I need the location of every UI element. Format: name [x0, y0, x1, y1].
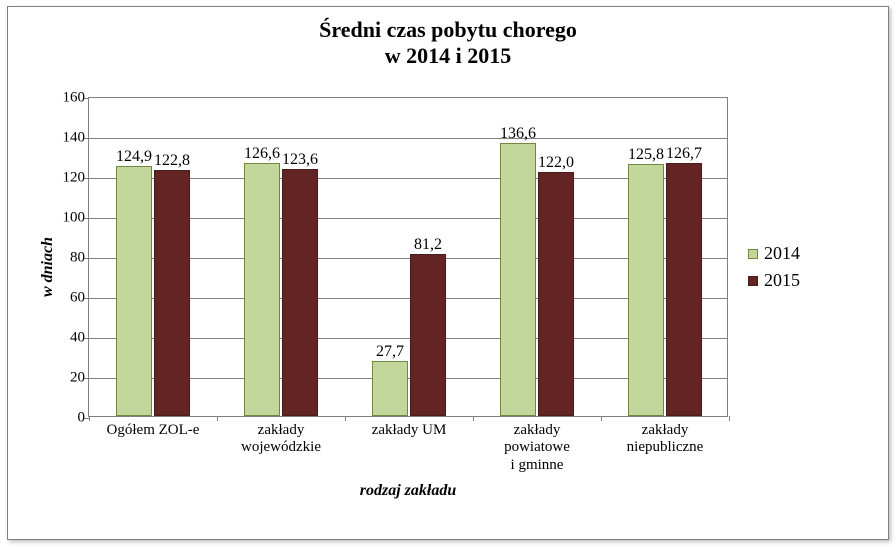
data-label: 27,7 — [376, 343, 404, 362]
plot-area: rodzaj zakładu 020406080100120140160Ogół… — [88, 97, 728, 417]
bar-2014: 125,8 — [628, 164, 664, 416]
x-tick-mark — [729, 416, 730, 421]
y-tick-label: 0 — [78, 410, 86, 427]
y-tick-label: 60 — [70, 290, 85, 307]
bar-2015: 123,6 — [282, 169, 318, 416]
bar-2014: 124,9 — [116, 166, 152, 416]
y-tick-label: 100 — [63, 210, 86, 227]
y-tick-label: 160 — [63, 90, 86, 107]
y-tick-label: 20 — [70, 370, 85, 387]
legend-swatch-icon — [748, 249, 758, 259]
data-label: 123,6 — [282, 151, 318, 170]
data-label: 136,6 — [500, 125, 536, 144]
x-axis-label: rodzaj zakładu — [89, 482, 727, 500]
bar-2015: 81,2 — [410, 254, 446, 416]
bar-2014: 136,6 — [500, 143, 536, 416]
data-label: 125,8 — [628, 146, 664, 165]
data-label: 122,8 — [154, 152, 190, 171]
y-tick-label: 80 — [70, 250, 85, 267]
y-tick-label: 40 — [70, 330, 85, 347]
y-axis-label: w dniach — [39, 237, 57, 297]
chart-title: Średni czas pobytu chorego w 2014 i 2015 — [8, 7, 888, 70]
legend-item-2014: 2014 — [748, 243, 800, 264]
data-label: 81,2 — [414, 236, 442, 255]
data-label: 126,6 — [244, 145, 280, 164]
x-tick-mark — [345, 416, 346, 421]
legend-item-2015: 2015 — [748, 270, 800, 291]
legend: 2014 2015 — [748, 237, 800, 297]
title-line-1: Średni czas pobytu chorego — [319, 17, 577, 42]
bar-2015: 126,7 — [666, 163, 702, 416]
data-label: 124,9 — [116, 148, 152, 167]
gridline — [89, 138, 727, 139]
y-tick-label: 140 — [63, 130, 86, 147]
chart-container: Średni czas pobytu chorego w 2014 i 2015… — [7, 6, 889, 540]
y-tick-label: 120 — [63, 170, 86, 187]
x-tick-label: zakładywojewódzkie — [217, 422, 345, 457]
x-tick-label: zakładypowiatowei gminne — [473, 422, 601, 474]
x-tick-mark — [89, 416, 90, 421]
bar-2014: 27,7 — [372, 361, 408, 416]
x-tick-mark — [473, 416, 474, 421]
x-tick-label: zakłady UM — [345, 422, 473, 439]
x-tick-label: Ogółem ZOL-e — [89, 422, 217, 439]
bar-2015: 122,8 — [154, 170, 190, 416]
bar-2015: 122,0 — [538, 172, 574, 416]
legend-label: 2015 — [764, 270, 800, 291]
x-tick-mark — [217, 416, 218, 421]
bar-2014: 126,6 — [244, 163, 280, 416]
x-tick-mark — [601, 416, 602, 421]
plot-wrapper: w dniach rodzaj zakładu 0204060801001201… — [8, 87, 888, 447]
x-tick-label: zakładyniepubliczne — [601, 422, 729, 457]
legend-label: 2014 — [764, 243, 800, 264]
legend-swatch-icon — [748, 276, 758, 286]
data-label: 122,0 — [538, 154, 574, 173]
title-line-2: w 2014 i 2015 — [385, 43, 512, 68]
data-label: 126,7 — [666, 145, 702, 164]
